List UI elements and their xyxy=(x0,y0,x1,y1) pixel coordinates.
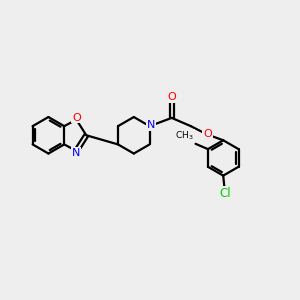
Text: CH$_3$: CH$_3$ xyxy=(176,130,194,142)
Text: N: N xyxy=(147,120,155,130)
Text: Cl: Cl xyxy=(219,187,230,200)
Text: O: O xyxy=(72,112,81,123)
Text: O: O xyxy=(203,129,212,140)
Text: N: N xyxy=(72,148,81,158)
Text: O: O xyxy=(167,92,176,102)
